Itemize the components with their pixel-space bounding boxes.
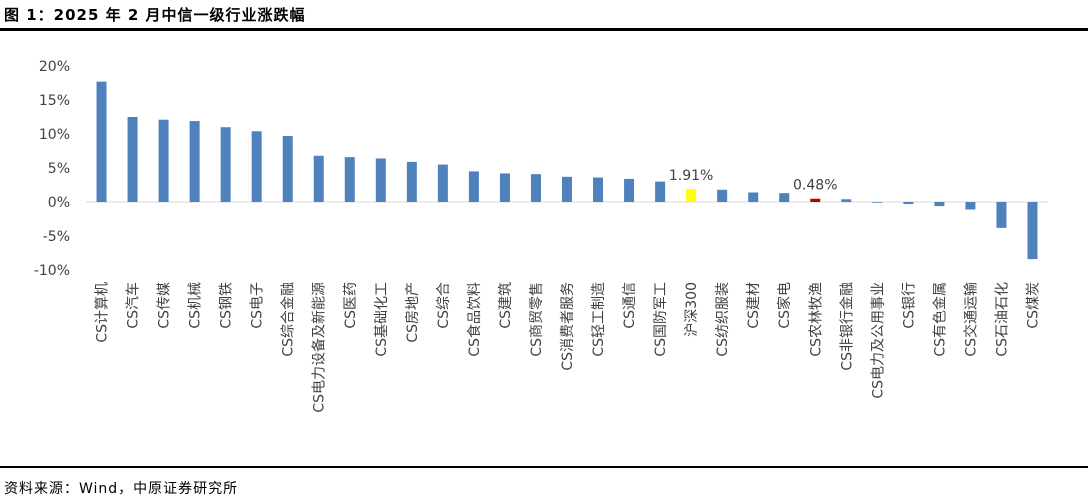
- bar-chart: 20%15%10%5%0%-5%-10% CS计算机 CS汽车 CS传媒 CS机械 CS…: [34, 59, 1048, 413]
- bar: [841, 199, 852, 202]
- x-tick-label: CS农林牧渔: [808, 282, 824, 357]
- x-tick-label: CS国防军工: [653, 282, 669, 357]
- bar: [375, 158, 386, 202]
- x-tick-label: CS机械: [188, 282, 204, 329]
- bar: [903, 202, 914, 205]
- bar: [965, 202, 976, 210]
- x-tick-label: CS石油石化: [994, 282, 1010, 357]
- bar: [468, 171, 479, 202]
- bar: [158, 119, 169, 202]
- y-tick-label: 20%: [39, 59, 70, 75]
- x-axis: CS计算机 CS汽车 CS传媒 CS机械 CS钢铁 CS电子 CS综合金融 CS电力设备及新能…: [95, 282, 1042, 413]
- figure-title: 图 1：2025 年 2 月中信一级行业涨跌幅: [4, 6, 306, 24]
- bar: [127, 117, 138, 202]
- x-tick-label: CS食品饮料: [466, 282, 483, 357]
- y-axis: 20% 15% 10% 5% 0% -5% -10%: [34, 59, 1048, 279]
- bar: [655, 181, 666, 202]
- x-tick-label: 沪深300: [684, 282, 700, 337]
- bars-group: [96, 81, 1038, 260]
- y-tick-label: 15%: [39, 93, 70, 109]
- bar: [344, 157, 355, 202]
- x-tick-label: CS综合: [436, 282, 452, 329]
- x-tick-label: CS商贸零售: [529, 282, 545, 357]
- y-tick-label: -5%: [43, 229, 70, 245]
- x-tick-label: CS交通运输: [962, 282, 979, 357]
- bar: [593, 177, 604, 202]
- bar: [1027, 202, 1038, 260]
- bar: [717, 189, 728, 202]
- bar: [748, 192, 759, 202]
- bar: [282, 136, 293, 202]
- y-tick-label: 0%: [48, 195, 70, 211]
- bar: [624, 178, 635, 202]
- x-tick-label: CS非银行金融: [839, 282, 855, 371]
- y-tick-label: 5%: [48, 161, 70, 177]
- x-tick-label: CS轻工制造: [591, 282, 607, 357]
- y-tick-label: -10%: [34, 263, 70, 279]
- x-tick-label: CS电力及公用事业: [870, 282, 886, 399]
- footer-rule: [0, 466, 1088, 468]
- bar: [779, 193, 790, 202]
- x-tick-label: CS消费者服务: [560, 282, 576, 371]
- x-tick-label: CS建筑: [498, 282, 514, 329]
- bar: [313, 155, 324, 202]
- data-label: 1.91%: [669, 168, 713, 184]
- bar: [562, 176, 572, 202]
- x-tick-label: CS有色金属: [931, 282, 948, 357]
- bar: [437, 164, 448, 202]
- bar: [96, 81, 107, 202]
- bar: [251, 131, 262, 202]
- x-tick-label: CS汽车: [125, 282, 142, 329]
- bar: [872, 202, 883, 203]
- x-tick-label: CS建材: [746, 282, 762, 329]
- x-tick-label: CS电子: [250, 282, 266, 329]
- x-tick-label: CS计算机: [95, 282, 111, 343]
- x-tick-label: CS房地产: [405, 282, 421, 343]
- x-tick-label: CS煤炭: [1025, 282, 1041, 329]
- bar: [189, 121, 200, 202]
- bar: [810, 198, 821, 202]
- bar: [499, 173, 510, 202]
- bar: [934, 202, 945, 207]
- bar: [220, 127, 231, 202]
- x-tick-label: CS综合金融: [281, 282, 297, 357]
- x-tick-label: CS医药: [343, 282, 359, 329]
- data-labels-group: 1.91% 0.48%: [669, 168, 838, 194]
- y-tick-label: 10%: [39, 127, 70, 143]
- x-tick-label: CS家电: [776, 282, 793, 329]
- x-tick-label: CS电力设备及新能源: [311, 282, 328, 413]
- x-tick-label: CS传媒: [157, 282, 173, 329]
- x-tick-label: CS钢铁: [219, 282, 235, 329]
- x-tick-label: CS银行: [901, 282, 917, 329]
- data-label: 0.48%: [793, 178, 837, 194]
- title-rule: [0, 28, 1088, 31]
- x-tick-label: CS通信: [622, 282, 638, 329]
- bar: [686, 189, 697, 202]
- source-note: 资料来源：Wind，中原证券研究所: [4, 481, 239, 497]
- x-tick-label: CS基础化工: [373, 282, 390, 357]
- x-tick-label: CS纺织服装: [715, 282, 731, 357]
- bar: [996, 202, 1007, 228]
- bar: [530, 174, 541, 202]
- bar: [406, 161, 417, 202]
